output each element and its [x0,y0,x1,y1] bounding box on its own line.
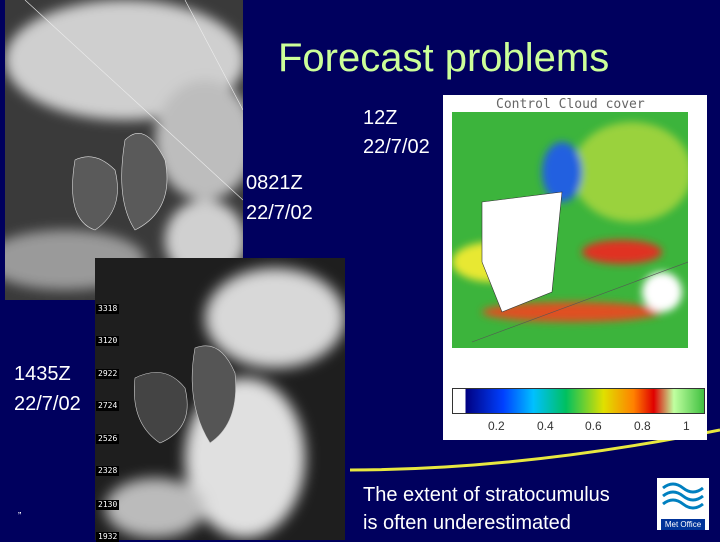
satellite-date: 22/7/02 [246,202,313,224]
colorbar-label: 0.4 [537,419,554,433]
satellite-image-morning [5,0,243,300]
satellite-time: 1435Z [14,363,71,385]
slide-title: Forecast problems [278,36,610,80]
colorbar-label: 1 [683,419,690,433]
footer-mark: ” [18,511,22,522]
colorbar-label: 0.2 [488,419,505,433]
logo-text: Met Office [661,519,705,530]
grid-label: 1932 [96,532,120,542]
grid-label: 3318 [96,304,120,314]
satellite-image-afternoon [95,258,345,540]
caption-line: The extent of stratocumulus [363,484,610,506]
grid-label: 2922 [96,369,120,379]
colorbar-label: 0.8 [634,419,651,433]
model-time: 12Z [363,107,398,129]
grid-label: 2130 [96,500,120,510]
grid-label: 2526 [96,434,120,444]
caption-line: is often underestimated [363,512,571,534]
cloud-cover-map [452,112,688,348]
grid-label: 2724 [96,401,120,411]
model-title: Control Cloud cover [496,97,645,112]
satellite-date: 22/7/02 [14,393,81,415]
colorbar [452,388,705,414]
grid-label: 3120 [96,336,120,346]
colorbar-label: 0.6 [585,419,602,433]
satellite-time: 0821Z [246,172,303,194]
logo: Met Office [657,478,709,530]
grid-label: 2328 [96,466,120,476]
logo-waves [662,482,704,510]
model-date: 22/7/02 [363,136,430,158]
